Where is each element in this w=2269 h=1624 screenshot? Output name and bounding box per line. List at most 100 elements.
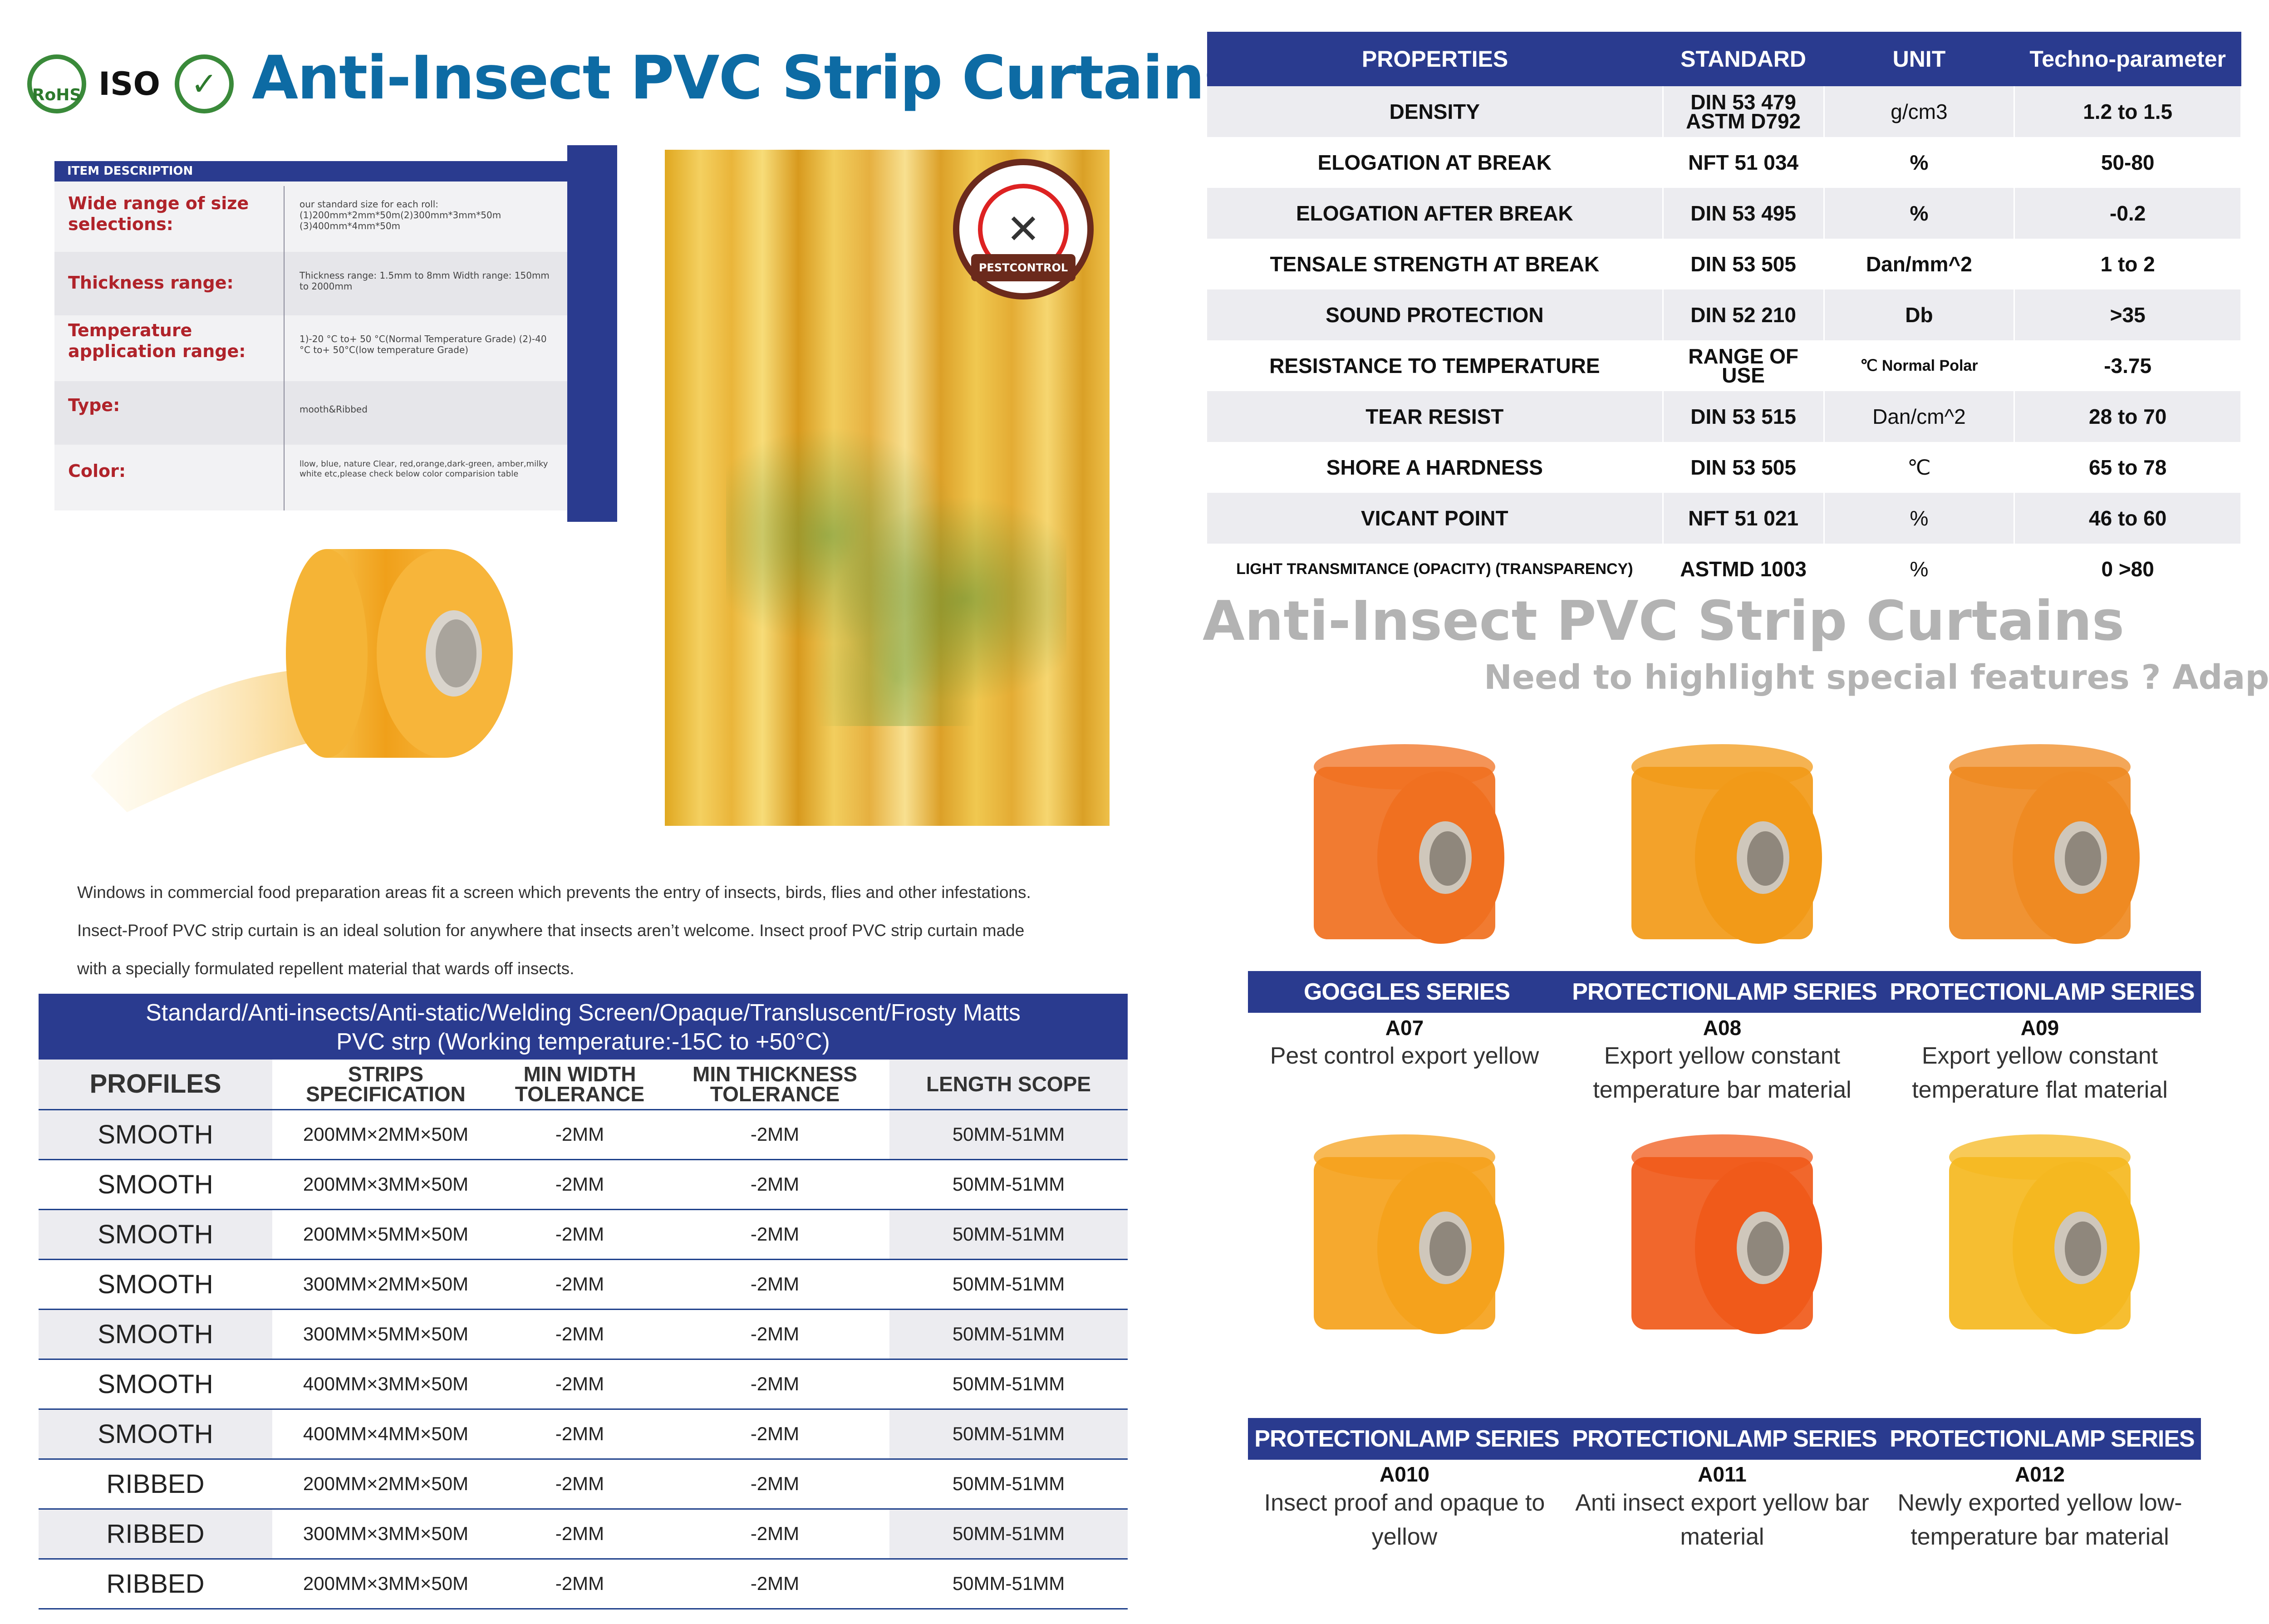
spec-title-line1: Standard/Anti-insects/Anti-static/Weldin… (146, 1000, 1021, 1026)
spec-cell: 400MM×4MM×50M (272, 1409, 499, 1460)
divider (284, 186, 285, 252)
divider (284, 445, 285, 510)
card-backdrop (567, 145, 617, 522)
profile-cell: SMOOTH (39, 1259, 272, 1310)
profile-cell: SMOOTH (39, 1409, 272, 1460)
table-row: SMOOTH 400MM×4MM×50M -2MM -2MM 50MM-51MM (39, 1409, 1128, 1460)
length-cell: 50MM-51MM (889, 1309, 1128, 1360)
card-value: our standard size for each roll: (1)200m… (300, 199, 501, 231)
table-row: RIBBED 200MM×2MM×50M -2MM -2MM 50MM-51MM (39, 1459, 1128, 1510)
param-cell: -3.75 (2014, 340, 2242, 391)
thick-tol-cell: -2MM (660, 1209, 889, 1260)
table-row: SMOOTH 200MM×5MM×50M -2MM -2MM 50MM-51MM (39, 1209, 1128, 1260)
unit-cell: g/cm3 (1824, 86, 2015, 137)
param-cell: 65 to 78 (2014, 442, 2242, 493)
rohs-logo: RoHS (27, 54, 86, 113)
param-cell: >35 (2014, 289, 2242, 340)
spec-table-header: PROFILES STRIPS SPECIFICATION MIN WIDTH … (39, 1060, 1128, 1110)
header-profiles: PROFILES (39, 1060, 272, 1110)
profile-cell: SMOOTH (39, 1159, 272, 1210)
card-row-size: Wide range of size selections: our stand… (54, 186, 567, 252)
header-min-width: MIN WIDTH TOLERANCE (499, 1060, 660, 1110)
param-cell: 46 to 60 (2014, 493, 2242, 544)
table-row: RIBBED 300MM×3MM×50M -2MM -2MM 50MM-51MM (39, 1509, 1128, 1560)
property-cell: SOUND PROTECTION (1207, 289, 1664, 340)
product-description: Insect proof and opaque to yellow (1264, 1490, 1545, 1550)
product-roll-image (1314, 1134, 1504, 1334)
thick-tol-cell: -2MM (660, 1309, 889, 1360)
width-tol-cell: -2MM (499, 1309, 660, 1360)
property-cell: DENSITY (1207, 86, 1664, 137)
spec-cell: 200MM×3MM×50M (272, 1559, 499, 1609)
thick-tol-cell: -2MM (660, 1459, 889, 1510)
series-label: PROTECTIONLAMP SERIES (1566, 971, 1883, 1013)
spec-cell: 400MM×3MM×50M (272, 1359, 499, 1410)
properties-header: PROPERTIES STANDARD UNIT Techno-paramete… (1207, 32, 2241, 86)
thick-tol-cell: -2MM (660, 1109, 889, 1160)
card-row-type: Type: mooth&Ribbed (54, 381, 567, 445)
property-cell: ELOGATION AFTER BREAK (1207, 188, 1664, 239)
card-row-thickness: Thickness range: Thickness range: 1.5mm … (54, 252, 567, 315)
thick-tol-cell: -2MM (660, 1559, 889, 1609)
table-row: VICANT POINT NFT 51 021 % 46 to 60 (1207, 493, 2242, 544)
item-description-heading: ITEM DESCRIPTION (54, 161, 567, 182)
length-cell: 50MM-51MM (889, 1159, 1128, 1210)
product-code: A011 (1698, 1462, 1747, 1486)
standard-cell: DIN 53 495 (1663, 188, 1825, 239)
card-label: Wide range of size selections: (68, 193, 249, 234)
certification-logo: ✓ (175, 54, 234, 113)
profile-cell: SMOOTH (39, 1209, 272, 1260)
pestcontrol-label: PESTCONTROL (971, 254, 1076, 281)
length-cell: 50MM-51MM (889, 1559, 1128, 1609)
unit-cell: Db (1824, 289, 2015, 340)
standard-cell: ASTMD 1003 (1663, 544, 1825, 594)
table-row: SOUND PROTECTION DIN 52 210 Db >35 (1207, 289, 2242, 340)
property-cell: TENSALE STRENGTH AT BREAK (1207, 239, 1664, 289)
length-cell: 50MM-51MM (889, 1509, 1128, 1560)
unit-cell: % (1824, 137, 2015, 188)
product-code: A07 (1385, 1016, 1424, 1040)
product-code: A09 (2020, 1016, 2059, 1040)
header-strips: STRIPS SPECIFICATION (272, 1060, 499, 1110)
standard-cell: DIN 53 505 (1663, 239, 1825, 289)
product-roll-image (1631, 1134, 1822, 1334)
width-tol-cell: -2MM (499, 1409, 660, 1460)
unit-cell: Dan/mm^2 (1824, 239, 2015, 289)
spec-cell: 200MM×3MM×50M (272, 1159, 499, 1210)
divider (284, 315, 285, 381)
width-tol-cell: -2MM (499, 1459, 660, 1510)
length-cell: 50MM-51MM (889, 1459, 1128, 1510)
width-tol-cell: -2MM (499, 1359, 660, 1410)
card-value: Thickness range: 1.5mm to 8mm Width rang… (300, 270, 550, 292)
header-properties: PROPERTIES (1207, 32, 1663, 86)
spec-cell: 300MM×2MM×50M (272, 1259, 499, 1310)
table-row: ELOGATION AT BREAK NFT 51 034 % 50-80 (1207, 137, 2242, 188)
card-label: Thickness range: (68, 273, 234, 293)
table-row: ELOGATION AFTER BREAK DIN 53 495 % -0.2 (1207, 188, 2242, 239)
product-code: A012 (2015, 1462, 2065, 1486)
product-code: A010 (1380, 1462, 1429, 1486)
card-row-temperature: Temperature application range: 1)-20 °C … (54, 315, 567, 381)
property-cell: ELOGATION AT BREAK (1207, 137, 1664, 188)
property-cell: TEAR RESIST (1207, 391, 1664, 442)
table-row: SMOOTH 400MM×3MM×50M -2MM -2MM 50MM-51MM (39, 1359, 1128, 1410)
paragraph-line: with a specially formulated repellent ma… (77, 959, 575, 978)
standard-cell: NFT 51 021 (1663, 493, 1825, 544)
series-label: PROTECTIONLAMP SERIES (1883, 971, 2201, 1013)
width-tol-cell: -2MM (499, 1209, 660, 1260)
divider (284, 381, 285, 445)
width-tol-cell: -2MM (499, 1109, 660, 1160)
section-title: Anti-Insect PVC Strip Curtains (1203, 590, 2125, 653)
properties-table: PROPERTIES STANDARD UNIT Techno-paramete… (1207, 32, 2242, 594)
profile-cell: RIBBED (39, 1459, 272, 1510)
thick-tol-cell: -2MM (660, 1159, 889, 1210)
param-cell: -0.2 (2014, 188, 2242, 239)
series-label: GOGGLES SERIES (1248, 971, 1566, 1013)
property-cell: VICANT POINT (1207, 493, 1664, 544)
spec-cell: 200MM×5MM×50M (272, 1209, 499, 1260)
length-cell: 50MM-51MM (889, 1359, 1128, 1410)
card-label: Color: (68, 461, 126, 481)
width-tol-cell: -2MM (499, 1509, 660, 1560)
property-cell: LIGHT TRANSMITANCE (OPACITY) (TRANSPAREN… (1207, 544, 1664, 594)
table-row: DENSITY DIN 53 479 ASTM D792 g/cm3 1.2 t… (1207, 86, 2242, 137)
